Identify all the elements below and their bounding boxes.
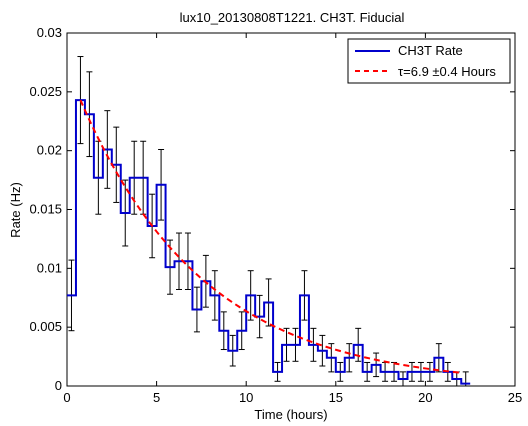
y-tick-label: 0.02 — [37, 143, 62, 158]
plot-area — [66, 32, 516, 387]
x-axis: 0 5 10 15 20 25 — [63, 33, 522, 405]
plot-frame — [66, 32, 516, 387]
x-tick-label: 10 — [239, 390, 253, 405]
ch3t-rate-series — [67, 99, 471, 385]
legend-entry-ch3t-rate: CH3T Rate — [398, 43, 463, 58]
x-axis-label: Time (hours) — [254, 407, 327, 422]
x-tick-label: 20 — [418, 390, 432, 405]
y-tick-label: 0.015 — [29, 202, 62, 217]
fit-series — [79, 99, 462, 374]
legend-entry-fit: τ=6.9 ±0.4 Hours — [398, 64, 496, 79]
fit-curve — [79, 99, 462, 374]
x-tick-label: 15 — [329, 390, 343, 405]
y-tick-label: 0.01 — [37, 260, 62, 275]
y-tick-label: 0 — [55, 378, 62, 393]
legend: CH3T Rate τ=6.9 ±0.4 Hours — [347, 38, 511, 84]
y-tick-label: 0.03 — [37, 25, 62, 40]
ch3t-rate-step-line — [67, 99, 471, 385]
x-tick-label: 0 — [63, 390, 70, 405]
chart-title: lux10_20130808T1221. CH3T. Fiducial — [180, 10, 405, 25]
x-tick-label: 5 — [153, 390, 160, 405]
y-axis: 0 0.005 0.01 0.015 0.02 0.025 0.03 — [29, 25, 515, 393]
y-tick-label: 0.025 — [29, 84, 62, 99]
legend-box — [347, 38, 511, 84]
y-axis-label: Rate (Hz) — [8, 182, 23, 238]
x-tick-label: 25 — [508, 390, 522, 405]
y-tick-label: 0.005 — [29, 319, 62, 334]
